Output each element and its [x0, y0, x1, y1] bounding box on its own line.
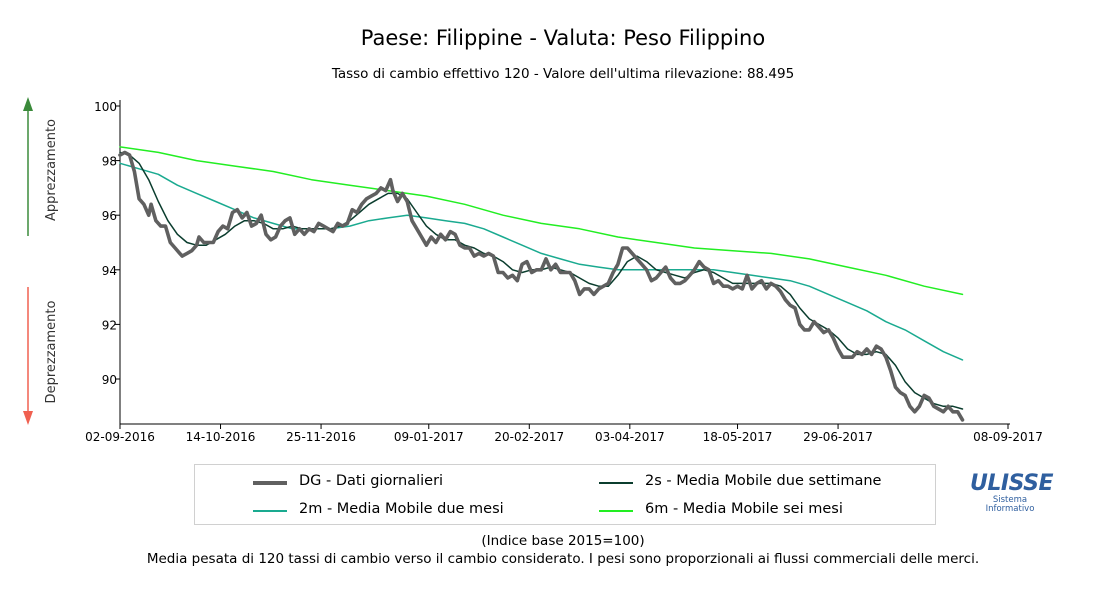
- depreciation-arrow: [23, 287, 33, 425]
- y-tick-label: 98: [102, 155, 117, 169]
- legend-swatch-2s: [599, 482, 633, 484]
- y-tick-label: 94: [102, 264, 117, 278]
- x-ticks: 02-09-2016 14-10-2016 25-11-2016 09-01-2017…: [85, 424, 1043, 444]
- series-line-dg: [118, 150, 965, 422]
- series-line-2s: [119, 151, 964, 410]
- x-tick-label: 09-01-2017: [394, 430, 464, 444]
- y-tick-label: 100: [94, 100, 117, 114]
- x-tick-label: 25-11-2016: [286, 430, 356, 444]
- y-tick-label: 92: [102, 318, 117, 332]
- depreciation-label: Deprezzamento: [44, 301, 59, 404]
- line-chart: Apprezzamento Deprezzamento 90 92 94 96 98 10…: [23, 97, 1043, 444]
- x-tick-label: 29-06-2017: [803, 430, 873, 444]
- legend-swatch-2m: [253, 510, 287, 512]
- logo-line2: Informativo: [985, 504, 1035, 514]
- x-tick-label: 14-10-2016: [186, 430, 256, 444]
- chart-title: Paese: Filippine - Valuta: Peso Filippin…: [360, 26, 766, 50]
- note-description: Media pesata di 120 tassi di cambio vers…: [146, 551, 980, 567]
- logo-wordmark: ULISSE: [970, 471, 1054, 496]
- x-tick-label: 03-04-2017: [595, 430, 665, 444]
- legend-swatch-6m: [599, 510, 633, 512]
- x-tick-label: 02-09-2016: [85, 430, 155, 444]
- legend-label-6m: 6m - Media Mobile sei mesi: [645, 501, 843, 517]
- ulisse-logo: ULISSE Sistema Informativo: [970, 471, 1054, 514]
- legend-label-dg: DG - Dati giornalieri: [299, 473, 444, 489]
- series-line-2m: [119, 162, 964, 361]
- x-tick-label: 20-02-2017: [494, 430, 564, 444]
- y-tick-label: 96: [102, 209, 117, 223]
- x-tick-label: 18-05-2017: [703, 430, 773, 444]
- y-tick-label: 90: [102, 373, 117, 387]
- legend-label-2s: 2s - Media Mobile due settimane: [645, 473, 882, 489]
- series-line-6m: [119, 146, 964, 296]
- y-ticks: 90 92 94 96 98 100: [94, 100, 120, 387]
- x-tick-label: 08-09-2017: [973, 430, 1043, 444]
- note-base-index: (Indice base 2015=100): [481, 533, 645, 549]
- logo-line1: Sistema: [992, 495, 1028, 505]
- legend: DG - Dati giornalieri 2s - Media Mobile …: [194, 464, 936, 525]
- chart-subtitle: Tasso di cambio effettivo 120 - Valore d…: [331, 66, 795, 82]
- appreciation-label: Apprezzamento: [44, 119, 59, 221]
- series-lines: [118, 146, 965, 422]
- legend-swatch-dg: [253, 481, 287, 485]
- legend-label-2m: 2m - Media Mobile due mesi: [299, 501, 504, 517]
- appreciation-arrow: [23, 97, 33, 236]
